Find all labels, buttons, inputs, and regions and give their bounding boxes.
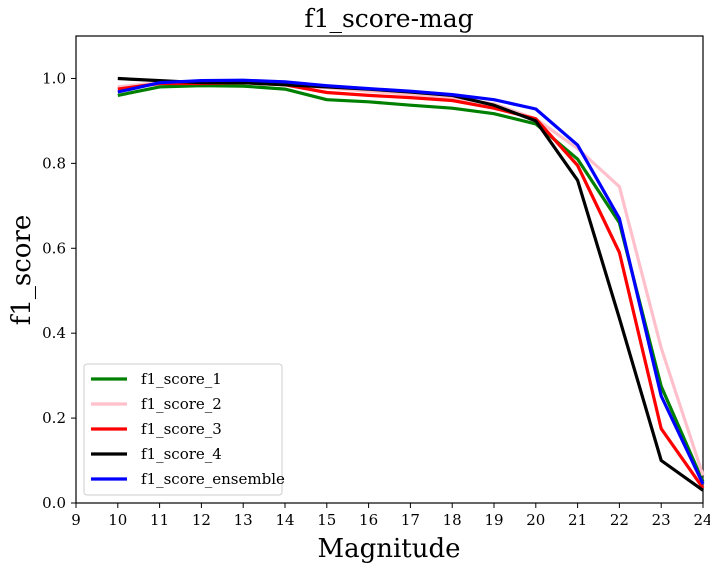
y-tick-label: 0.0 [42,494,66,512]
y-tick-label: 0.6 [42,239,66,257]
y-tick-label: 0.2 [42,409,66,427]
legend-label: f1_score_1 [141,370,222,388]
legend-label: f1_score_4 [141,445,222,463]
x-tick-label: 20 [526,511,545,529]
x-tick-label: 12 [192,511,211,529]
x-tick-label: 24 [693,511,710,529]
x-axis-label: Magnitude [317,534,460,564]
x-tick-label: 14 [275,511,294,529]
x-tick-label: 17 [401,511,420,529]
x-tick-label: 11 [150,511,169,529]
legend-label: f1_score_ensemble [141,470,285,488]
legend-label: f1_score_2 [141,395,222,413]
x-tick-label: 23 [652,511,671,529]
chart-title: f1_score-mag [304,4,473,33]
x-tick-label: 13 [234,511,253,529]
x-tick-label: 21 [568,511,587,529]
legend-box [83,363,283,496]
series-line-f1-score-1 [117,84,705,483]
y-tick-label: 1.0 [42,69,66,87]
x-tick-label: 22 [610,511,629,529]
series-lines [117,76,705,492]
legend-label: f1_score_3 [141,420,222,438]
x-tick-label: 18 [443,511,462,529]
y-tick-label: 0.4 [42,324,66,342]
y-axis-label: f1_score [7,215,37,326]
x-tick-label: 19 [484,511,503,529]
x-tick-label: 9 [71,511,81,529]
y-tick-label: 0.8 [42,154,66,172]
series-line-f1-score-ensemble [117,78,705,485]
x-axis: 9 10 11 12 13 14 15 16 17 18 19 20 21 22 23 24 [71,503,710,529]
x-tick-label: 15 [317,511,336,529]
plot-area-frame [75,35,704,504]
y-axis: 0.0 0.2 0.4 0.6 0.8 1.0 [42,69,76,512]
x-tick-label: 16 [359,511,378,529]
legend: f1_score_1 f1_score_2 f1_score_3 f1_score_4… [83,363,285,496]
x-tick-label: 10 [108,511,127,529]
